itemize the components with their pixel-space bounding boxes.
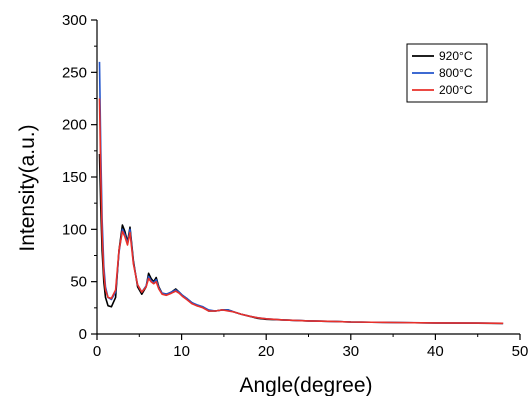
y-tick-label: 50 <box>70 274 87 291</box>
legend-label-0: 920°C <box>439 49 473 63</box>
x-tick-label: 0 <box>93 343 101 360</box>
x-tick-label: 10 <box>173 343 190 360</box>
y-axis-title: Intensity(a.u.) <box>16 124 39 251</box>
y-tick-label: 250 <box>62 64 87 81</box>
y-tick-label: 0 <box>79 326 87 343</box>
x-tick-label: 30 <box>342 343 359 360</box>
legend-label-1: 800°C <box>439 66 473 80</box>
y-tick-label: 150 <box>62 169 87 186</box>
x-tick-label: 50 <box>512 343 529 360</box>
y-tick-label: 200 <box>62 117 87 134</box>
plot-area: 0 50 100 150 200 250 300 0 10 20 30 40 50 920°C 800°C 2… <box>62 12 528 360</box>
x-tick-label: 20 <box>258 343 275 360</box>
y-tick-label: 300 <box>62 12 87 29</box>
series-line-2 <box>98 98 504 325</box>
x-tick-label: 40 <box>427 343 444 360</box>
series-line-0 <box>98 153 504 325</box>
x-axis-title: Angle(degree) <box>239 374 372 396</box>
legend-label-2: 200°C <box>439 83 473 97</box>
y-tick-label: 100 <box>62 221 87 238</box>
